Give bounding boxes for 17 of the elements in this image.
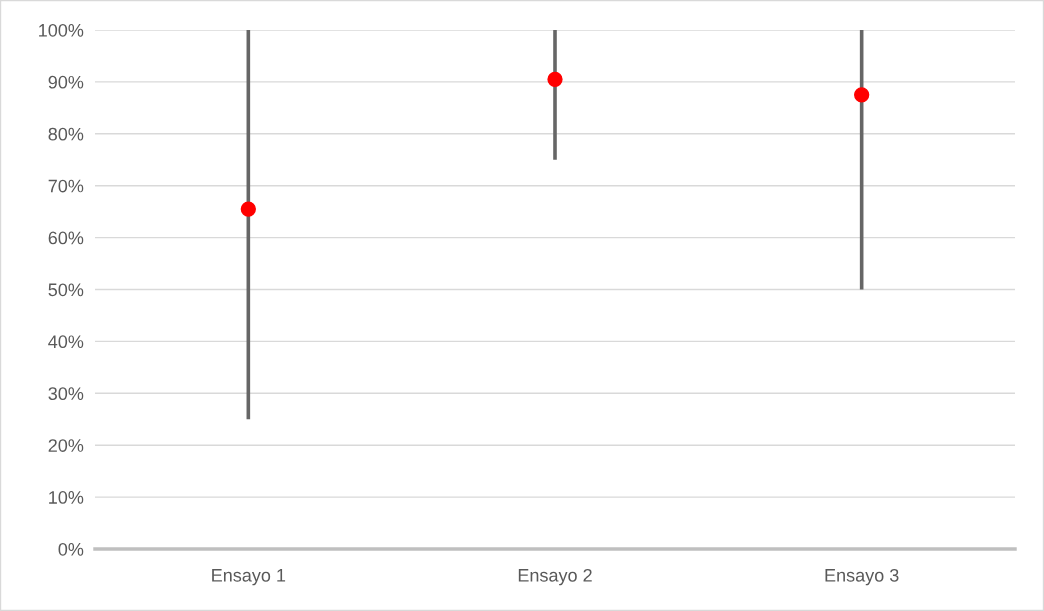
y-tick-label: 20% xyxy=(48,439,84,452)
y-tick-label: 90% xyxy=(48,75,84,89)
x-tick-label: Ensayo 3 xyxy=(825,568,899,586)
point xyxy=(547,71,563,87)
point xyxy=(240,201,256,217)
x-tick-label: Ensayo 2 xyxy=(518,568,592,586)
x-tick-label: Ensayo 1 xyxy=(212,569,286,586)
y-tick-label: 70% xyxy=(48,179,84,193)
y-tick-label: 80% xyxy=(48,127,84,141)
y-tick-label: 0% xyxy=(58,542,84,556)
y-tick-label: 60% xyxy=(48,231,84,245)
y-tick-label: 40% xyxy=(48,335,84,349)
y-tick-label: 100% xyxy=(39,23,84,37)
y-tick-label: 30% xyxy=(48,387,84,401)
y-tick-label: 10% xyxy=(49,491,84,504)
y-tick-label: 50% xyxy=(48,283,84,297)
point xyxy=(854,87,870,103)
